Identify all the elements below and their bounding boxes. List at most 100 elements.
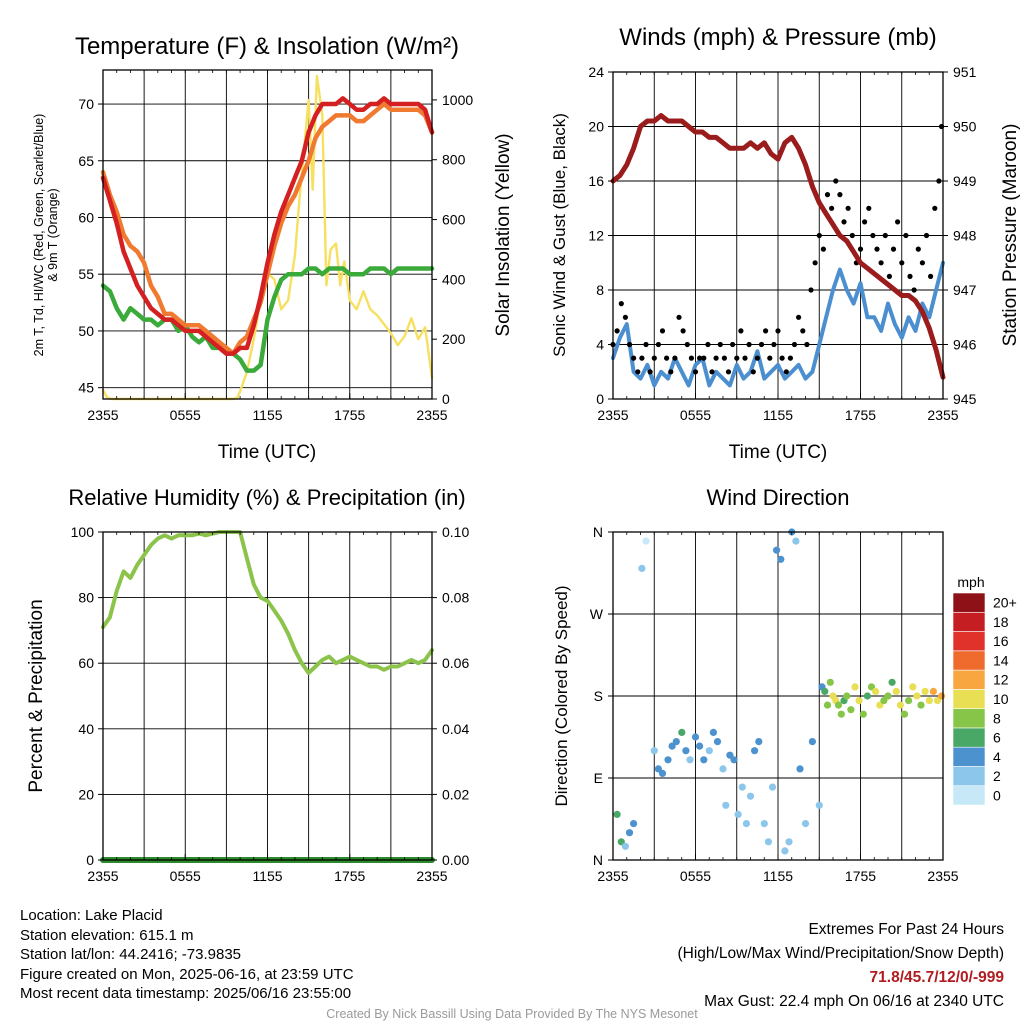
colorbar-label: 16	[993, 633, 1009, 649]
wind-pressure-gust-point	[849, 232, 855, 239]
temperature-y-tick-label: 50	[78, 323, 94, 339]
wind-pressure-y2-axis-label: Station Pressure (Maroon)	[1000, 124, 1021, 347]
wind-pressure-gust-point	[664, 355, 670, 361]
wind-pressure-gust-point	[730, 341, 736, 348]
colorbar-swatch	[952, 669, 986, 690]
temperature-y-axis-label-line1: 2m T, Td, HI/WC (Red, Green, Scarlet/Blu…	[32, 114, 46, 357]
wind-pressure-gust-point	[882, 232, 888, 239]
temperature-x-tick-label: 2355	[87, 407, 118, 423]
wind-direction-point	[746, 792, 755, 800]
colorbar-label: 2	[993, 768, 1001, 784]
colorbar-swatch	[952, 727, 986, 748]
wind-pressure-gust-point	[668, 369, 674, 375]
temperature-panel: Temperature (F) & Insolation (W/m²) 2355…	[32, 33, 514, 463]
wind-pressure-gust-point	[899, 260, 905, 266]
colorbar-label: 18	[993, 614, 1009, 630]
temperature-y2-axis-label: Solar Insolation (Yellow)	[493, 133, 514, 336]
wind-pressure-gust-point	[631, 355, 637, 361]
wind-direction-point	[742, 820, 751, 828]
wind-direction-point	[815, 801, 823, 809]
wind-direction-point	[884, 692, 892, 700]
wind-direction-point	[700, 756, 708, 764]
humidity-y2-tick-label: 0.00	[442, 852, 469, 868]
wind-pressure-gust-point	[862, 219, 868, 225]
wind-direction-point	[760, 820, 768, 828]
wind-direction-point	[630, 820, 638, 828]
wind-pressure-gust-point	[705, 341, 711, 348]
wind-pressure-gust-point	[932, 205, 938, 211]
temperature-x-tick-label: 2355	[416, 407, 447, 423]
station-latlon: Station lat/lon: 44.2416; -73.9835	[20, 946, 242, 963]
wind-pressure-gust-point	[841, 219, 847, 225]
wind-direction-point	[713, 738, 722, 746]
station-elevation: Station elevation: 615.1 m	[20, 926, 194, 944]
wind-direction-point	[730, 756, 738, 764]
wind-direction-point	[755, 738, 763, 746]
wind-pressure-gust-point	[919, 260, 926, 266]
wind-direction-y-tick-label: N	[593, 524, 603, 540]
temperature-title: Temperature (F) & Insolation (W/m²)	[75, 33, 459, 60]
extremes-title: Extremes For Past 24 Hours	[808, 921, 1004, 938]
wind-direction-point	[863, 692, 872, 700]
wind-direction-x-tick-label: 1755	[845, 868, 876, 884]
wind-direction-point	[900, 710, 909, 718]
wind-direction-point	[764, 838, 773, 846]
wind-direction-y-axis-label: Direction (Colored By Speed)	[552, 585, 571, 806]
wind-direction-point	[855, 697, 863, 705]
wind-pressure-gust-point	[655, 341, 662, 348]
temperature-y2-tick-label: 800	[442, 152, 466, 168]
temperature-x-tick-label: 1155	[252, 407, 282, 423]
wind-pressure-gust-point	[680, 328, 686, 334]
temperature-x-tick-label: 1755	[334, 407, 365, 423]
wind-pressure-gust-point	[692, 369, 699, 375]
colorbar-swatch	[952, 592, 986, 613]
wind-direction-point	[709, 728, 718, 737]
temperature-y2-tick-label: 0	[442, 391, 450, 407]
temperature-y-axis-label-line2: & 9m T (Orange)	[46, 188, 60, 281]
wind-pressure-y2-tick-label: 949	[953, 173, 977, 189]
wind-pressure-gust-point	[895, 219, 901, 225]
wind-direction-point	[843, 692, 851, 700]
wind-direction-point	[777, 555, 785, 563]
wind-pressure-gust-point	[622, 314, 629, 320]
humidity-grid	[103, 531, 432, 861]
wind-direction-point	[658, 769, 667, 778]
wind-direction-point	[722, 801, 730, 809]
wind-direction-point	[686, 756, 694, 764]
wind-pressure-gust-point	[779, 355, 785, 361]
wind-direction-point	[638, 564, 646, 573]
colorbar-label: 8	[993, 710, 1001, 726]
extremes-legend: (High/Low/Max Wind/Precipitation/Snow De…	[677, 945, 1005, 962]
wind-pressure-gust-point	[614, 328, 620, 334]
wind-pressure-gust-point	[717, 341, 723, 348]
wind-pressure-gust-point	[618, 301, 624, 307]
wind-direction-y-tick-label: S	[594, 688, 603, 704]
wind-direction-point	[851, 683, 859, 691]
wind-pressure-gust-point	[915, 246, 921, 252]
colorbar-label: 6	[993, 730, 1001, 746]
wind-pressure-x-axis-label: Time (UTC)	[729, 442, 828, 463]
humidity-x-tick-label: 0555	[170, 868, 201, 884]
credit-line: Created By Nick Bassill Using Data Provi…	[326, 1007, 698, 1021]
temperature-y2-tick-label: 400	[442, 271, 466, 287]
wind-direction-point	[821, 687, 829, 696]
wind-pressure-gust-point	[870, 232, 876, 239]
humidity-x-tick-label: 2355	[87, 868, 118, 884]
temperature-grid	[103, 70, 432, 399]
wind-pressure-gust-point	[829, 205, 835, 211]
wind-pressure-y-tick-label: 8	[596, 282, 604, 298]
wind-pressure-gust-point	[874, 246, 880, 252]
wind-pressure-gust-point	[750, 369, 756, 375]
wind-pressure-gust-point	[787, 355, 794, 361]
wind-pressure-gust-point	[742, 355, 748, 361]
wind-pressure-gust-point	[796, 314, 802, 320]
temperature-y2-tick-label: 600	[442, 212, 466, 228]
wind-direction-point	[913, 692, 921, 700]
wind-direction-point	[859, 710, 867, 718]
wind-pressure-x-tick-label: 1755	[845, 407, 876, 423]
wind-direction-point	[823, 701, 832, 709]
wind-pressure-y2-tick-label: 946	[953, 337, 977, 353]
extremes-values: 71.8/45.7/12/0/-999	[869, 969, 1004, 986]
wind-pressure-gust-point	[734, 355, 740, 361]
wind-direction-point	[792, 537, 800, 545]
